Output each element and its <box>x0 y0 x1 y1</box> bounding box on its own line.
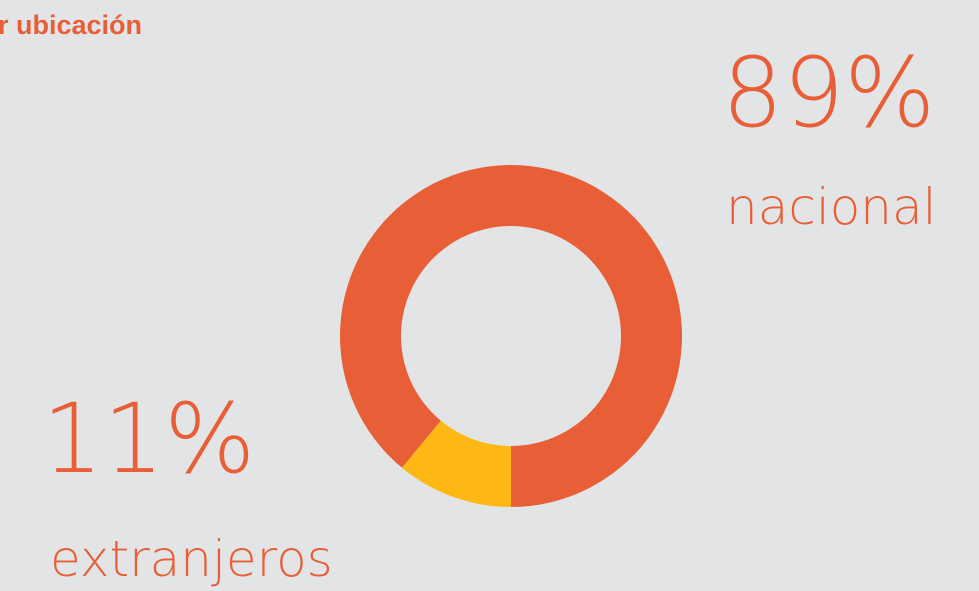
value-label: 89% <box>722 37 935 149</box>
category-label: nacional <box>726 178 937 236</box>
donut <box>340 165 683 507</box>
slice <box>340 165 683 507</box>
chart-title: r ubicación <box>0 10 142 40</box>
slice <box>402 420 511 507</box>
value-label: 11% <box>42 383 255 495</box>
category-label: extranjeros <box>50 530 333 588</box>
